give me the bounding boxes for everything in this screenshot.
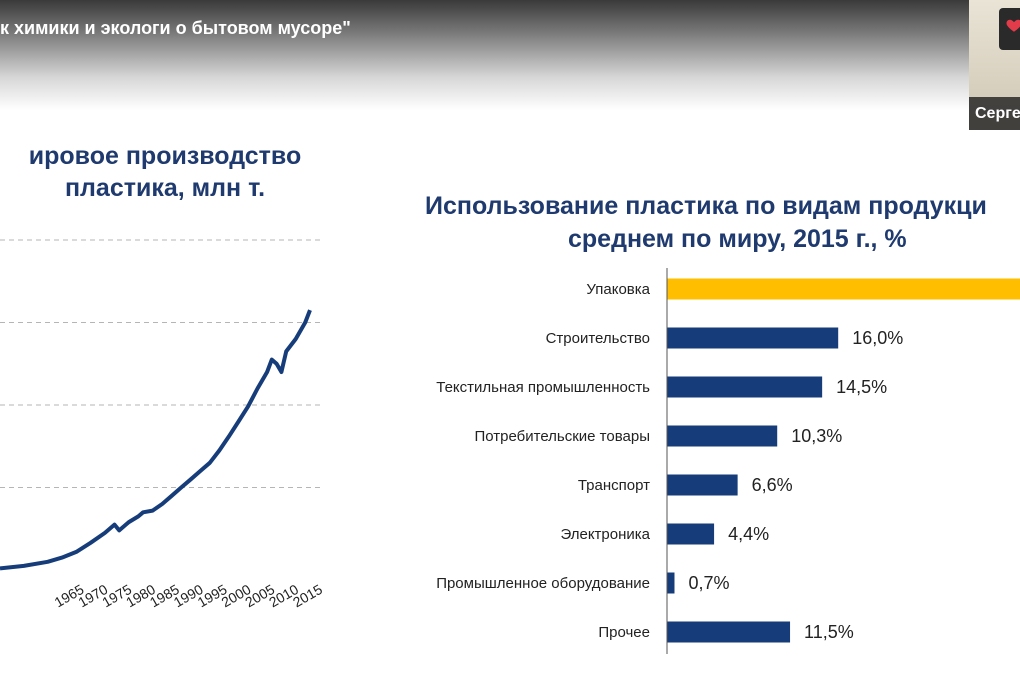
webcam-speaker-name: Серге — [969, 97, 1020, 130]
value-label: 6,6% — [752, 475, 793, 495]
production-line — [0, 309, 312, 571]
like-button[interactable] — [999, 8, 1020, 50]
category-label: Упаковка — [586, 281, 650, 298]
bar-chart-title-line1: Использование пластика по видам продукци — [425, 192, 987, 220]
bar — [667, 327, 839, 349]
category-label: Электроника — [560, 526, 650, 543]
category-label: Промышленное оборудование — [436, 575, 650, 592]
value-label: 10,3% — [791, 426, 842, 446]
bar-chart-title-line2: среднем по миру, 2015 г., % — [568, 225, 907, 253]
video-title[interactable]: к химики и экологи о бытовом мусоре" — [0, 18, 351, 38]
line-chart-title-line1: ировое производство — [28, 142, 302, 170]
category-label: Транспорт — [578, 477, 650, 494]
webcam-thumbnail[interactable]: Серге — [969, 0, 1020, 130]
heart-icon — [1006, 19, 1020, 32]
value-label: 16,0% — [852, 328, 903, 348]
value-label: 0,7% — [688, 573, 729, 593]
category-label: Прочее — [598, 624, 650, 641]
bar — [667, 572, 675, 594]
value-label: 14,5% — [836, 377, 887, 397]
bar — [667, 425, 778, 447]
bar — [667, 621, 791, 643]
bar — [667, 278, 1020, 300]
bar — [667, 523, 715, 545]
bar-chart: Упаковка Строительство 16,0% Текстильная пр… — [436, 268, 1020, 654]
bar — [667, 474, 738, 496]
category-label: Строительство — [546, 330, 650, 347]
line-chart-title-line2: пластика, млн т. — [64, 174, 266, 202]
category-label: Текстильная промышленность — [436, 379, 650, 396]
value-label: 11,5% — [804, 622, 854, 642]
value-label: 4,4% — [728, 524, 769, 544]
line-chart: 1965197019751980198519901995200020052010… — [0, 239, 325, 610]
category-label: Потребительские товары — [474, 428, 650, 445]
bar — [667, 376, 823, 398]
video-top-gradient — [0, 0, 1020, 110]
